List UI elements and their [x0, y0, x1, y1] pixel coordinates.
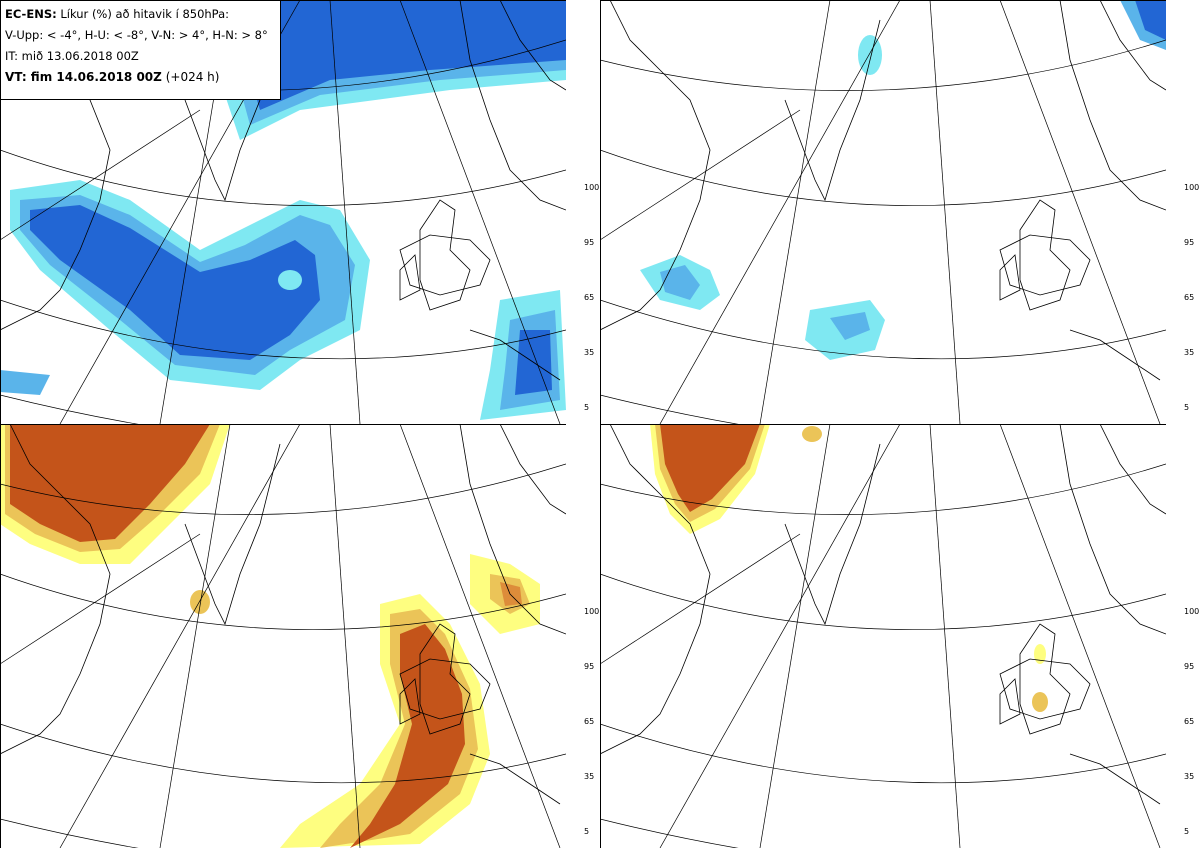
tick: 5: [584, 403, 590, 412]
map-panel-v-n: [0, 424, 566, 848]
model-label: EC-ENS:: [5, 7, 57, 21]
tick: 95: [1184, 238, 1195, 247]
tick: 35: [1184, 772, 1195, 781]
tick: 5: [584, 827, 590, 836]
map-h-n: [600, 424, 1166, 848]
tick: 95: [1184, 662, 1195, 671]
lead-time-label: (+024 h): [165, 70, 220, 84]
tick: 65: [584, 293, 595, 302]
tick: 35: [1184, 348, 1195, 357]
map-v-upp: [0, 0, 566, 424]
tick: 65: [1184, 293, 1195, 302]
valid-time-label: VT: fim 14.06.2018 00Z: [5, 70, 162, 84]
tick: 35: [584, 348, 595, 357]
tick: 65: [584, 717, 595, 726]
title-label: Líkur (%) að hitavik í 850hPa:: [60, 7, 230, 21]
tick: 100: [584, 607, 600, 616]
legend-box: EC-ENS: Líkur (%) að hitavik í 850hPa: V…: [0, 0, 281, 100]
tick: 100: [584, 183, 600, 192]
map-h-u: [600, 0, 1166, 424]
tick: 100: [1184, 607, 1200, 616]
map-panel-v-upp: EC-ENS: Líkur (%) að hitavik í 850hPa: V…: [0, 0, 566, 424]
initial-time-label: IT: mið 13.06.2018 00Z: [5, 49, 139, 63]
tick: 65: [1184, 717, 1195, 726]
thresholds-label: V-Upp: < -4°, H-U: < -8°, V-N: > 4°, H-N…: [5, 28, 268, 42]
map-v-n: [0, 424, 566, 848]
tick: 95: [584, 662, 595, 671]
tick: 100: [1184, 183, 1200, 192]
tick: 35: [584, 772, 595, 781]
tick: 5: [1184, 403, 1190, 412]
map-panel-h-n: [600, 424, 1166, 848]
tick: 5: [1184, 827, 1190, 836]
map-panel-h-u: [600, 0, 1166, 424]
tick: 95: [584, 238, 595, 247]
